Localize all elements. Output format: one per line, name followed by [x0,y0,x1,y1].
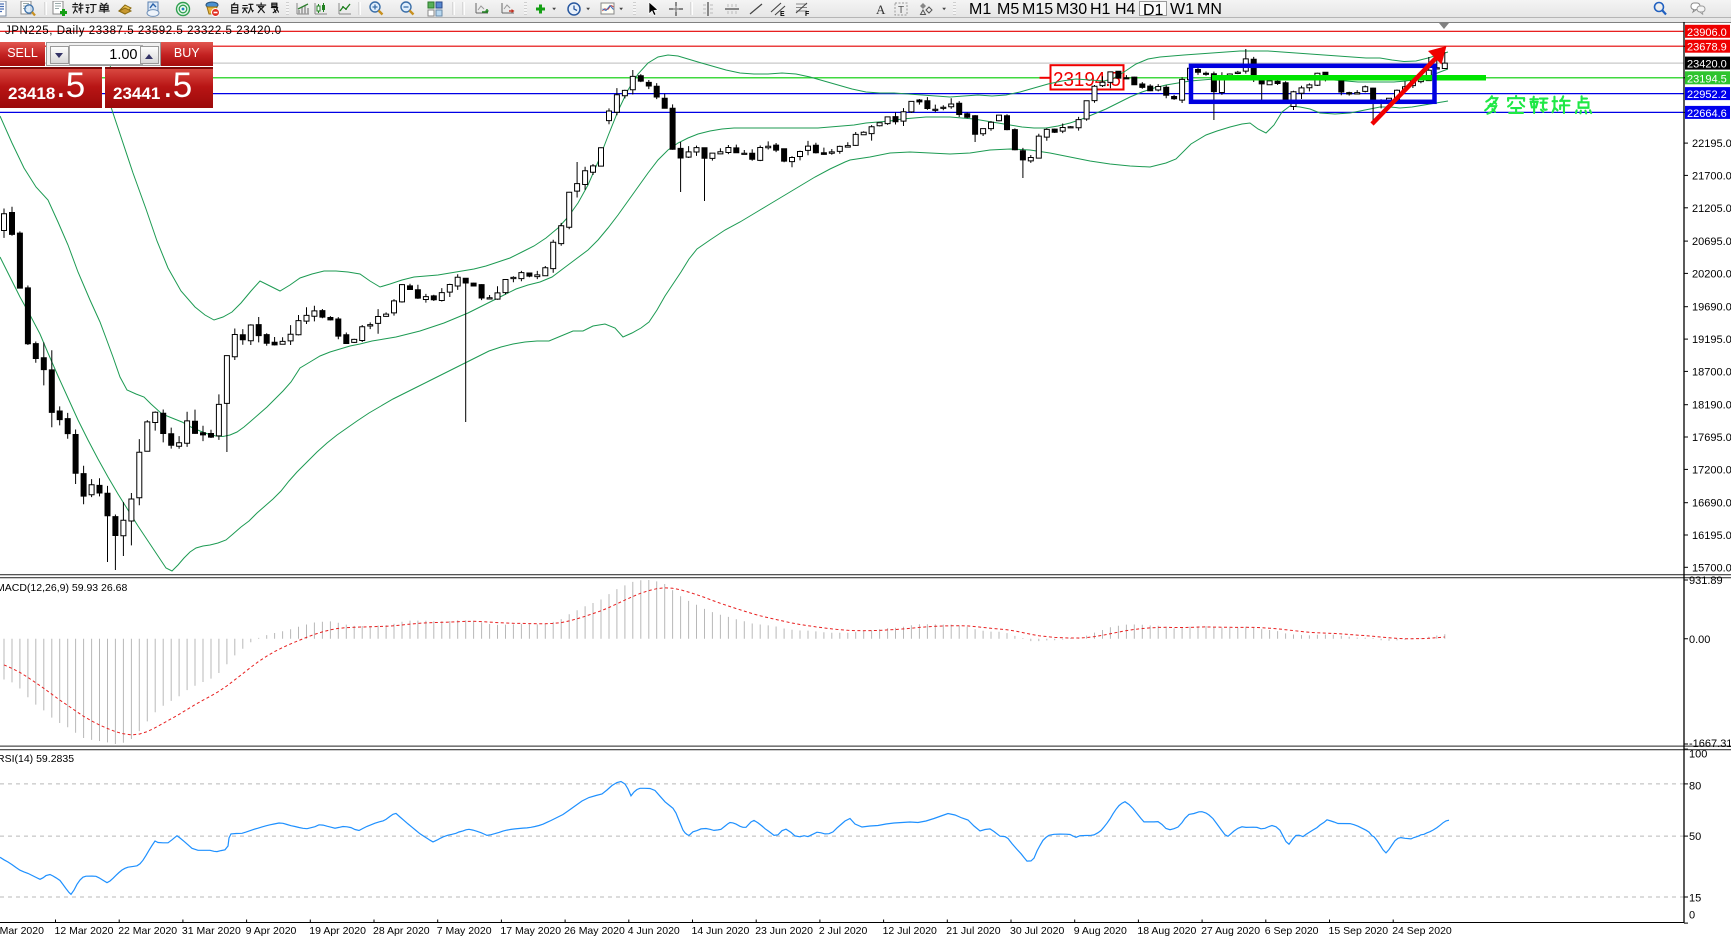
svg-text:7 May 2020: 7 May 2020 [437,925,492,937]
svg-text:0: 0 [1689,909,1695,921]
svg-text:4 Jun 2020: 4 Jun 2020 [628,925,680,937]
svg-text:31 Mar 2020: 31 Mar 2020 [182,925,241,937]
svg-text:23 Jun 2020: 23 Jun 2020 [755,925,813,937]
svg-text:2 Jul 2020: 2 Jul 2020 [819,925,868,937]
svg-text:50: 50 [1689,831,1701,843]
svg-text:T: T [898,5,904,16]
svg-text:19 Apr 2020: 19 Apr 2020 [309,925,366,937]
svg-text:28 Apr 2020: 28 Apr 2020 [373,925,430,937]
svg-text:26 May 2020: 26 May 2020 [564,925,625,937]
svg-text:RSI(14) 59.2835: RSI(14) 59.2835 [0,753,74,765]
svg-text:-1667.31: -1667.31 [1689,738,1731,750]
svg-text:22664.6: 22664.6 [1687,108,1727,120]
svg-text:12 Mar 2020: 12 Mar 2020 [55,925,114,937]
svg-text:F: F [805,11,810,17]
svg-text:16195.0: 16195.0 [1692,530,1731,542]
svg-text:14 Jun 2020: 14 Jun 2020 [692,925,750,937]
svg-text:15700.0: 15700.0 [1692,562,1731,574]
svg-text:24 Sep 2020: 24 Sep 2020 [1392,925,1452,937]
svg-text:931.89: 931.89 [1689,575,1723,587]
svg-text:20200.0: 20200.0 [1692,268,1731,280]
svg-text:17695.0: 17695.0 [1692,432,1731,444]
svg-text:18190.0: 18190.0 [1692,400,1731,412]
svg-text:30 Jul 2020: 30 Jul 2020 [1010,925,1064,937]
svg-text:22195.0: 22195.0 [1692,138,1731,150]
svg-text:21 Jul 2020: 21 Jul 2020 [946,925,1000,937]
svg-text:A: A [876,2,886,17]
svg-text:18 Aug 2020: 18 Aug 2020 [1137,925,1196,937]
svg-text:9 Apr 2020: 9 Apr 2020 [246,925,297,937]
svg-text:19195.0: 19195.0 [1692,334,1731,346]
svg-text:0.00: 0.00 [1689,634,1710,646]
svg-text:23194.5: 23194.5 [1687,73,1727,85]
svg-text:12 Jul 2020: 12 Jul 2020 [883,925,937,937]
svg-text:JPN225, Daily 23387.5 23592.5: JPN225, Daily 23387.5 23592.5 23322.5 23… [5,25,282,37]
svg-text:19690.0: 19690.0 [1692,302,1731,314]
svg-text:80: 80 [1689,781,1701,793]
svg-text:27 Aug 2020: 27 Aug 2020 [1201,925,1260,937]
svg-text:17 May 2020: 17 May 2020 [500,925,561,937]
svg-text:23420.0: 23420.0 [1687,59,1727,71]
svg-text:15: 15 [1689,892,1701,904]
svg-text:16690.0: 16690.0 [1692,498,1731,510]
svg-text:6 Sep 2020: 6 Sep 2020 [1265,925,1319,937]
svg-text:20695.0: 20695.0 [1692,236,1731,248]
svg-text:2 Mar 2020: 2 Mar 2020 [0,925,44,937]
svg-text:E: E [780,11,785,17]
svg-text:9 Aug 2020: 9 Aug 2020 [1074,925,1127,937]
svg-text:21700.0: 21700.0 [1692,170,1731,182]
svg-text:22 Mar 2020: 22 Mar 2020 [118,925,177,937]
svg-text:17200.0: 17200.0 [1692,464,1731,476]
svg-text:15 Sep 2020: 15 Sep 2020 [1329,925,1389,937]
svg-text:21205.0: 21205.0 [1692,203,1731,215]
svg-text:MACD(12,26,9) 59.93 26.68: MACD(12,26,9) 59.93 26.68 [0,582,127,594]
svg-text:18700.0: 18700.0 [1692,366,1731,378]
svg-text:100: 100 [1689,749,1707,761]
svg-text:23906.0: 23906.0 [1687,27,1727,39]
svg-text:22952.2: 22952.2 [1687,89,1727,101]
svg-text:23678.9: 23678.9 [1687,42,1727,54]
